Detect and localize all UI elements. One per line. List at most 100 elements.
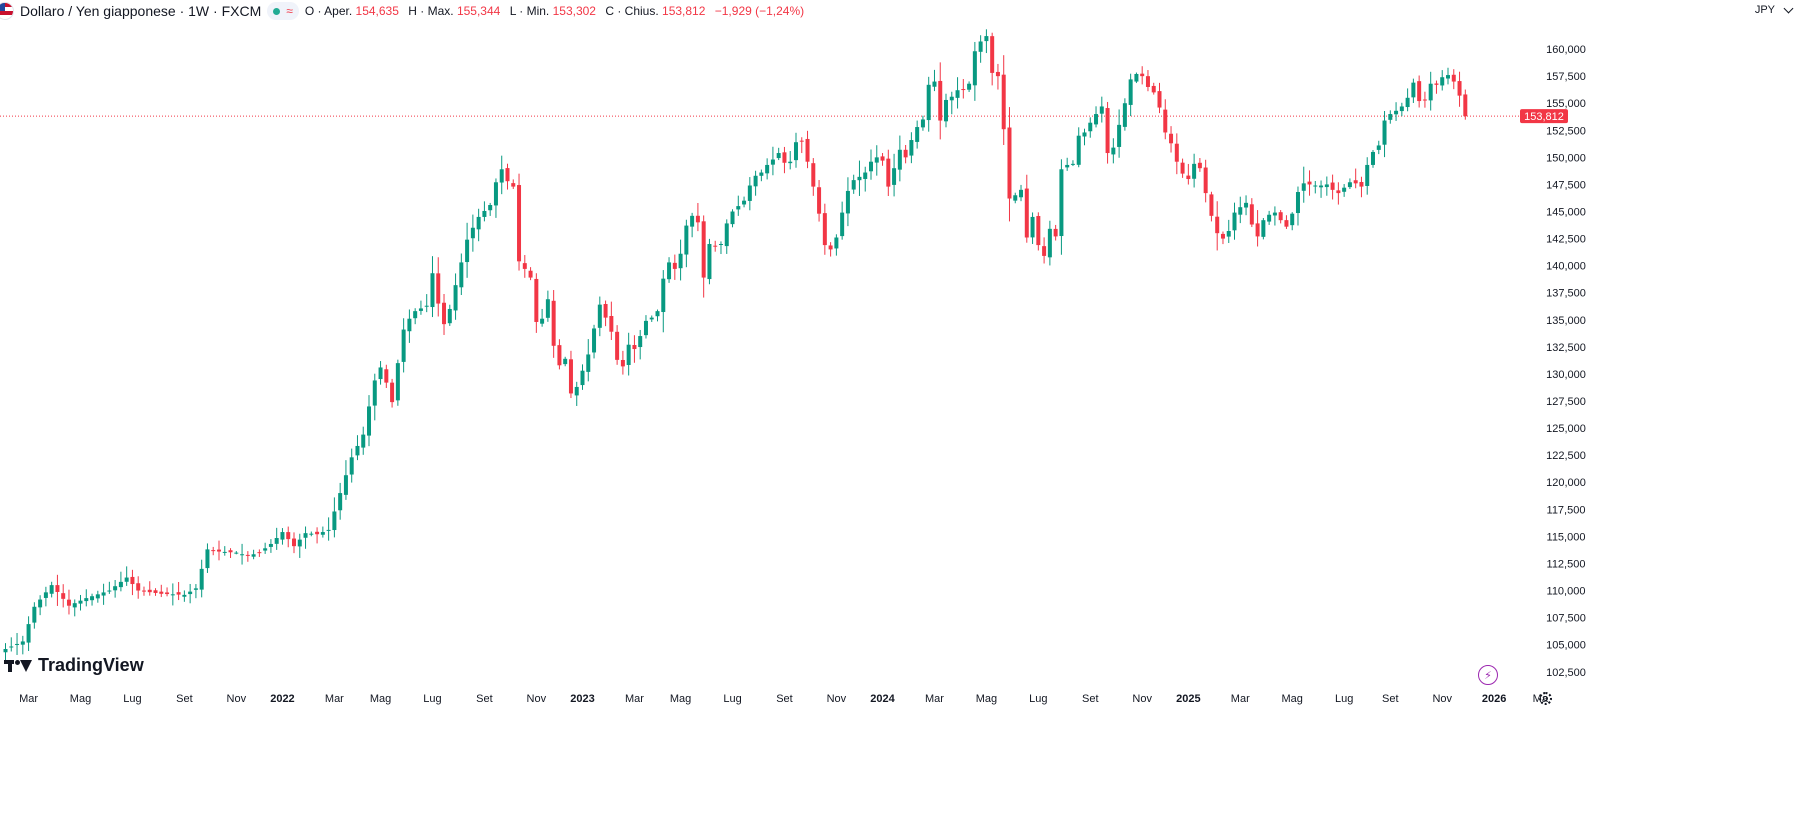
candle xyxy=(967,81,972,92)
candle xyxy=(615,325,620,365)
candle xyxy=(568,350,573,399)
x-tick-label: 2022 xyxy=(270,693,294,705)
candle xyxy=(1370,150,1375,168)
candle-body xyxy=(107,590,112,592)
candle-body xyxy=(118,581,123,588)
time-axis[interactable]: Mar Mag Lug Set Nov 2022 Mar Mag Lug Set Nov 2023 Ma… xyxy=(19,693,1549,705)
candle xyxy=(240,543,245,565)
candle xyxy=(268,539,273,553)
candle xyxy=(199,559,204,598)
y-tick-label: 160,000 xyxy=(1546,44,1586,56)
candle-body xyxy=(124,577,129,582)
tradingview-logo[interactable]: TradingView xyxy=(4,655,144,676)
candle xyxy=(586,339,591,382)
lightning-icon[interactable]: ⚡ xyxy=(1478,665,1498,685)
candle-body xyxy=(632,345,637,350)
candle xyxy=(1451,69,1456,90)
candle xyxy=(315,527,320,544)
candle-body xyxy=(1111,147,1116,155)
x-tick-label: Lug xyxy=(123,693,141,705)
candle xyxy=(661,270,666,333)
candle xyxy=(1295,186,1300,226)
candle xyxy=(1446,67,1450,85)
candle-body xyxy=(1336,190,1341,194)
currency-button[interactable]: JPY xyxy=(1749,2,1798,18)
candle-body xyxy=(488,205,493,211)
candle-body xyxy=(528,270,533,278)
candle-body xyxy=(188,591,193,595)
candle xyxy=(522,255,527,278)
candle xyxy=(678,239,683,281)
candle xyxy=(545,290,550,322)
candle xyxy=(274,527,279,550)
candle-body xyxy=(286,532,291,540)
candle xyxy=(1099,96,1104,123)
candle-body xyxy=(1394,110,1399,115)
candle xyxy=(1284,215,1289,229)
candle xyxy=(170,583,175,606)
candle-body xyxy=(1278,212,1283,221)
candle-body xyxy=(418,308,423,311)
candle-body xyxy=(1174,143,1179,162)
market-status-pill[interactable]: ≈ xyxy=(267,2,299,20)
usd-jpy-flag-icon xyxy=(0,2,14,20)
candle-body xyxy=(101,592,106,596)
candle-body xyxy=(967,83,972,90)
candle xyxy=(263,542,268,554)
x-tick-label: 2026 xyxy=(1482,693,1506,705)
y-tick-label: 122,500 xyxy=(1546,450,1586,462)
candle-body xyxy=(932,81,937,87)
candle-body xyxy=(1451,74,1456,82)
candle-body xyxy=(724,223,729,247)
y-tick-label: 125,000 xyxy=(1546,423,1586,435)
candle xyxy=(1394,102,1399,121)
candle xyxy=(903,144,908,164)
candle-body xyxy=(609,315,614,332)
candle-body xyxy=(297,539,302,547)
legend-header: Dollaro / Yen giapponese · 1W · FXCM ≈ O… xyxy=(0,0,819,22)
candle xyxy=(1117,109,1122,158)
candle xyxy=(205,543,210,573)
candle-body xyxy=(1440,77,1445,86)
candle xyxy=(355,435,360,461)
symbol-title[interactable]: Dollaro / Yen giapponese · 1W · FXCM xyxy=(20,3,262,19)
candle-body xyxy=(1457,81,1462,96)
candle-body xyxy=(130,576,135,585)
candle xyxy=(840,201,845,240)
x-tick-label: Set xyxy=(476,693,493,705)
candle-body xyxy=(788,161,793,164)
price-axis[interactable]: 102,500 105,000 107,500 110,000 112,500 115,0… xyxy=(1546,44,1586,679)
candle xyxy=(1180,158,1185,178)
candle-body xyxy=(401,329,406,362)
candle-body xyxy=(1024,188,1029,238)
candle xyxy=(349,448,354,483)
candle-body xyxy=(84,598,89,602)
candle-body xyxy=(292,538,296,547)
candle xyxy=(1128,73,1133,117)
candle xyxy=(407,309,412,343)
candle-body xyxy=(1376,145,1381,150)
candle-body xyxy=(49,585,54,594)
candle-body xyxy=(1070,163,1075,165)
candle-body xyxy=(1382,120,1387,145)
candle xyxy=(430,256,435,318)
candle-body xyxy=(603,304,608,318)
candle-body xyxy=(1359,182,1364,187)
candle-body xyxy=(1249,204,1254,225)
gear-icon[interactable] xyxy=(1539,692,1552,705)
candle-body xyxy=(1353,180,1358,184)
candle-body xyxy=(141,590,146,592)
candle-body xyxy=(15,643,20,645)
candle-body xyxy=(592,328,597,353)
candle-body xyxy=(1030,216,1035,238)
candle xyxy=(672,254,677,280)
candle-body xyxy=(61,593,66,599)
candle xyxy=(638,329,643,360)
candle xyxy=(707,238,712,285)
x-tick-label: Set xyxy=(776,693,793,705)
candle xyxy=(1313,180,1318,194)
candle-body xyxy=(1399,106,1404,112)
candle-body xyxy=(1099,106,1104,114)
candle xyxy=(130,569,135,596)
